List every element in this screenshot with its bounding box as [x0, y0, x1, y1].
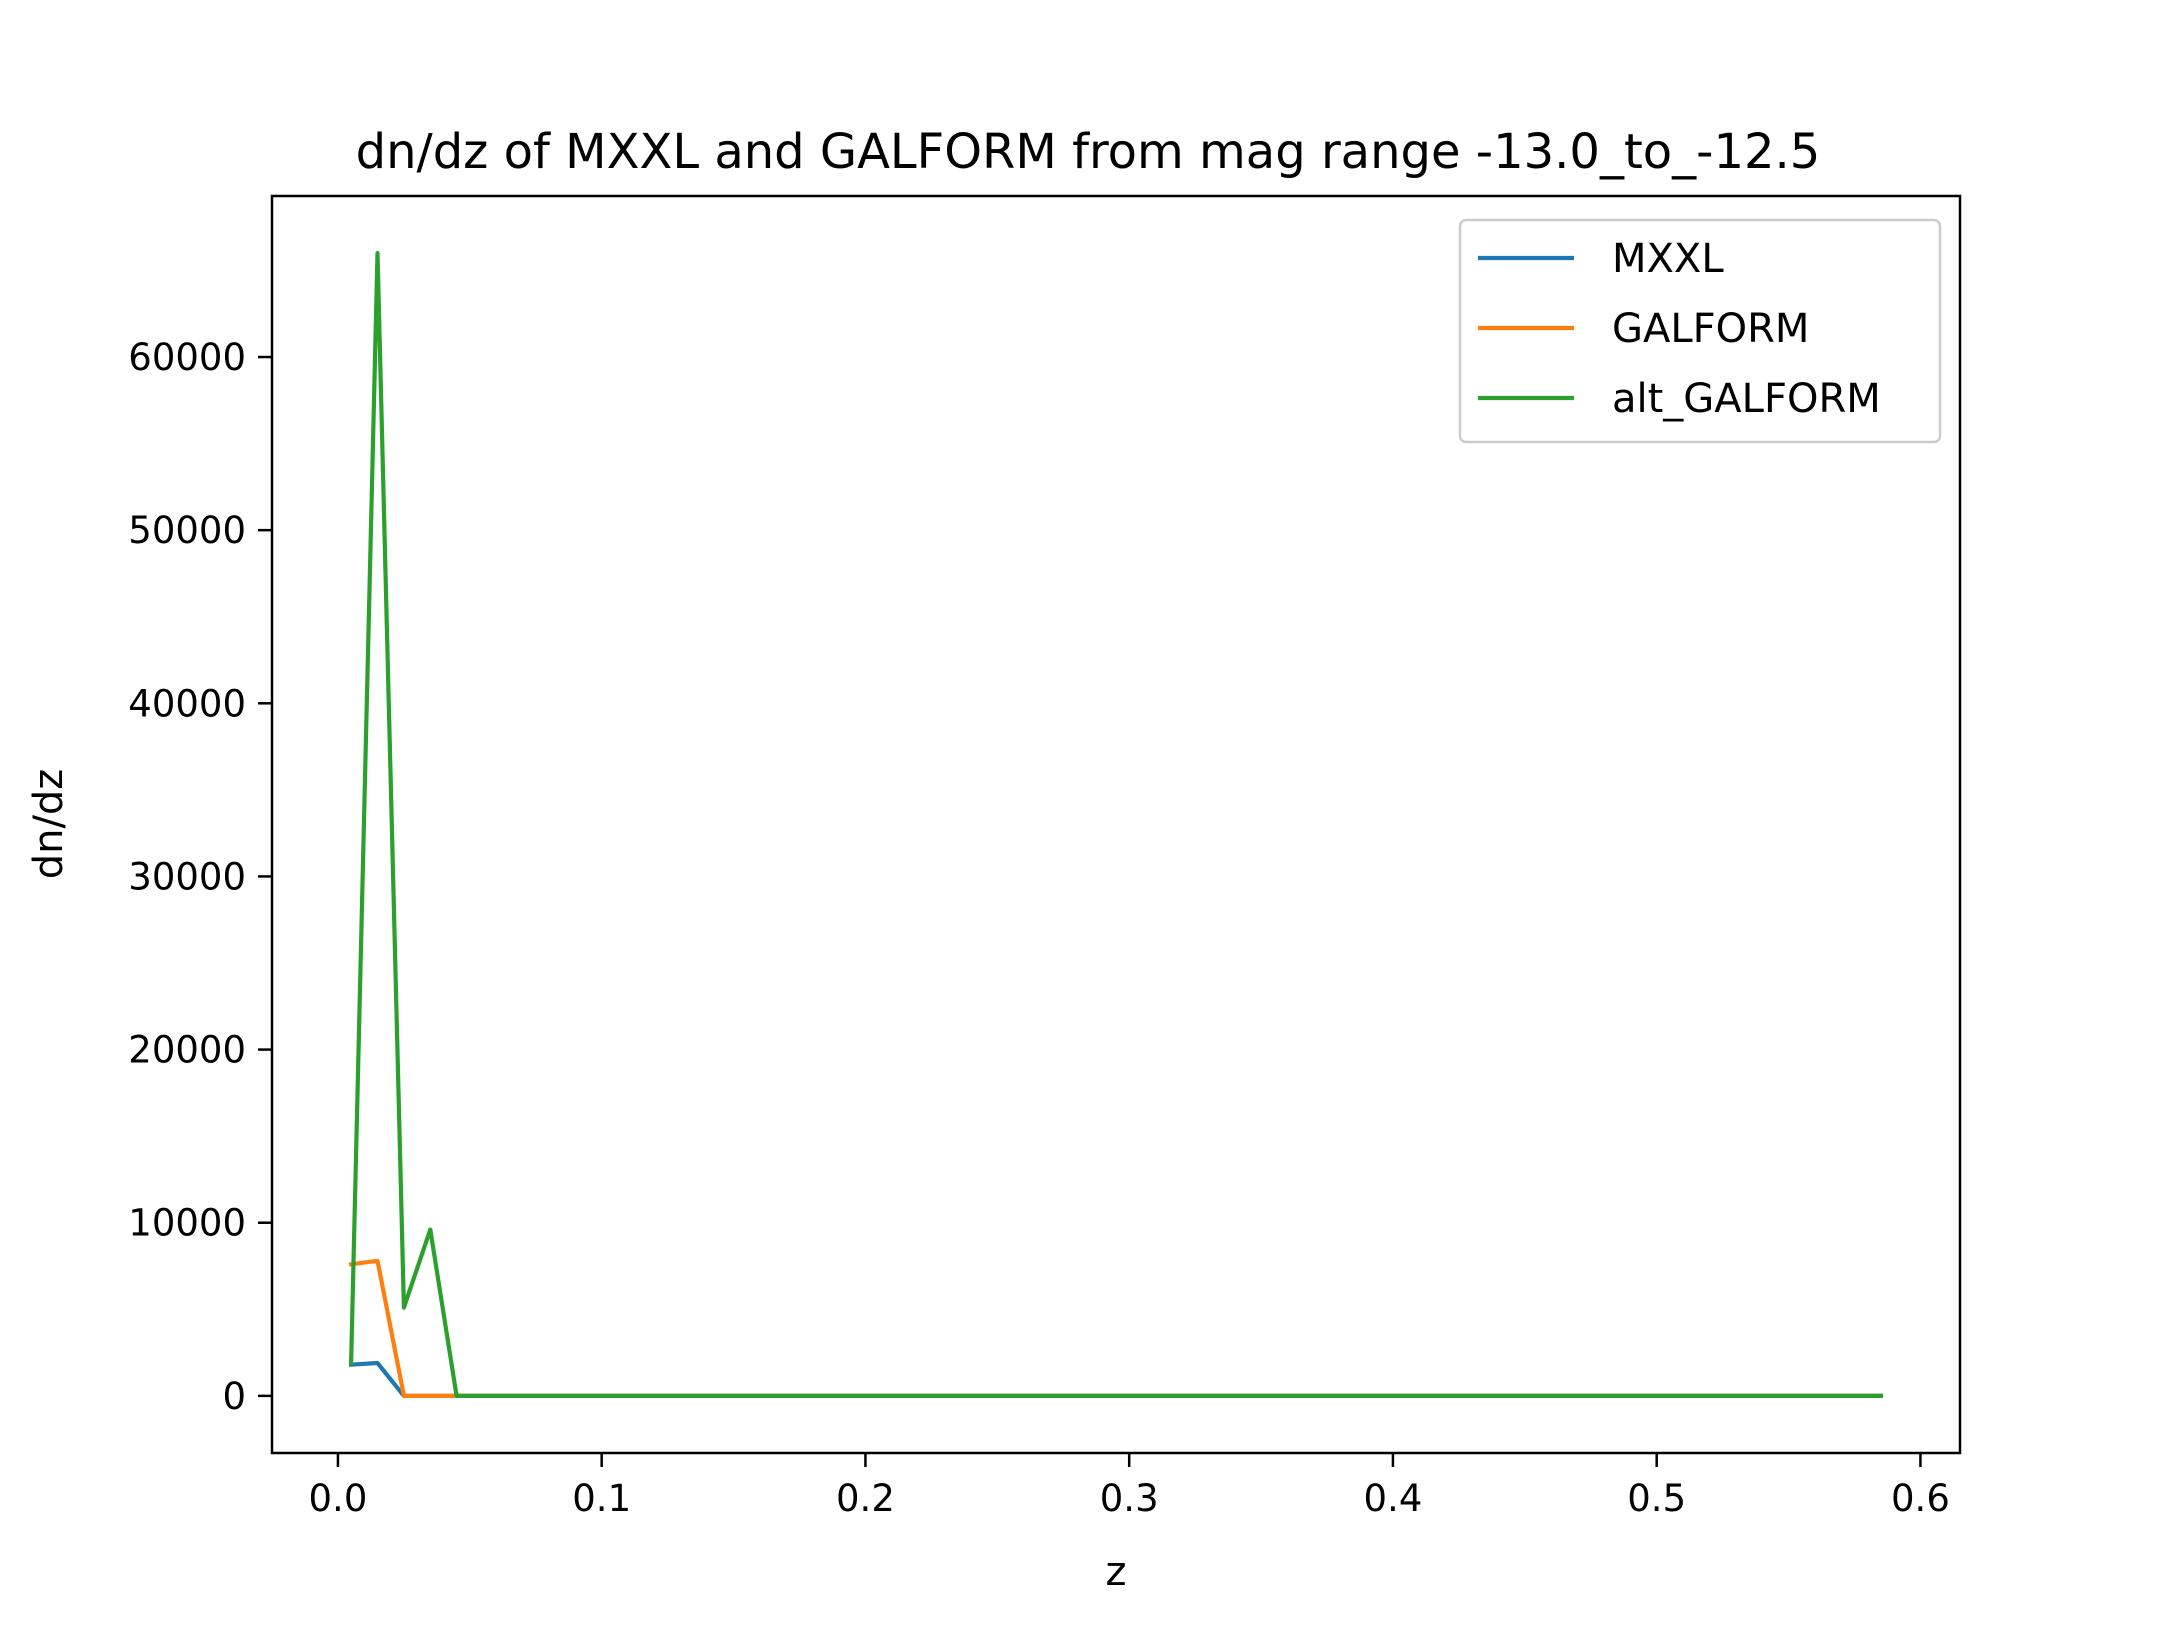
- x-tick-label: 0.5: [1627, 1477, 1686, 1520]
- series-line-alt-galform: [348, 251, 1884, 1399]
- legend-label-mxxl: MXXL: [1612, 236, 1724, 282]
- y-tick-label: 60000: [128, 336, 246, 379]
- y-tick-label: 50000: [128, 509, 246, 552]
- x-tick-label: 0.1: [572, 1477, 631, 1520]
- x-tick-label: 0.3: [1100, 1477, 1159, 1520]
- legend-label-galform: GALFORM: [1612, 306, 1809, 352]
- chart-title: dn/dz of MXXL and GALFORM from mag range…: [356, 124, 1821, 180]
- legend-frame: [1458, 218, 1942, 444]
- y-tick-label: 10000: [128, 1202, 246, 1245]
- x-tick-label: 0.6: [1891, 1477, 1950, 1520]
- x-axis-label: z: [1106, 1549, 1127, 1595]
- legend: MXXL GALFORM alt_GALFORM: [1458, 218, 1942, 444]
- y-axis-label: dn/dz: [26, 769, 72, 880]
- series-layer: [348, 251, 1884, 1399]
- x-tick-label: 0.4: [1364, 1477, 1423, 1520]
- y-tick-label: 40000: [128, 682, 246, 725]
- y-tick-label: 0: [222, 1375, 246, 1418]
- y-tick-label: 30000: [128, 855, 246, 898]
- x-tick-label: 0.0: [309, 1477, 368, 1520]
- y-axis: 0 10000 20000 30000 40000 50000 60000: [128, 336, 272, 1418]
- x-tick-label: 0.2: [836, 1477, 895, 1520]
- y-tick-label: 20000: [128, 1029, 246, 1072]
- legend-label-alt-galform: alt_GALFORM: [1612, 376, 1881, 422]
- plot-frame: [270, 194, 1962, 1455]
- x-axis: 0.0 0.1 0.2 0.3 0.4 0.5 0.6: [309, 1453, 1950, 1520]
